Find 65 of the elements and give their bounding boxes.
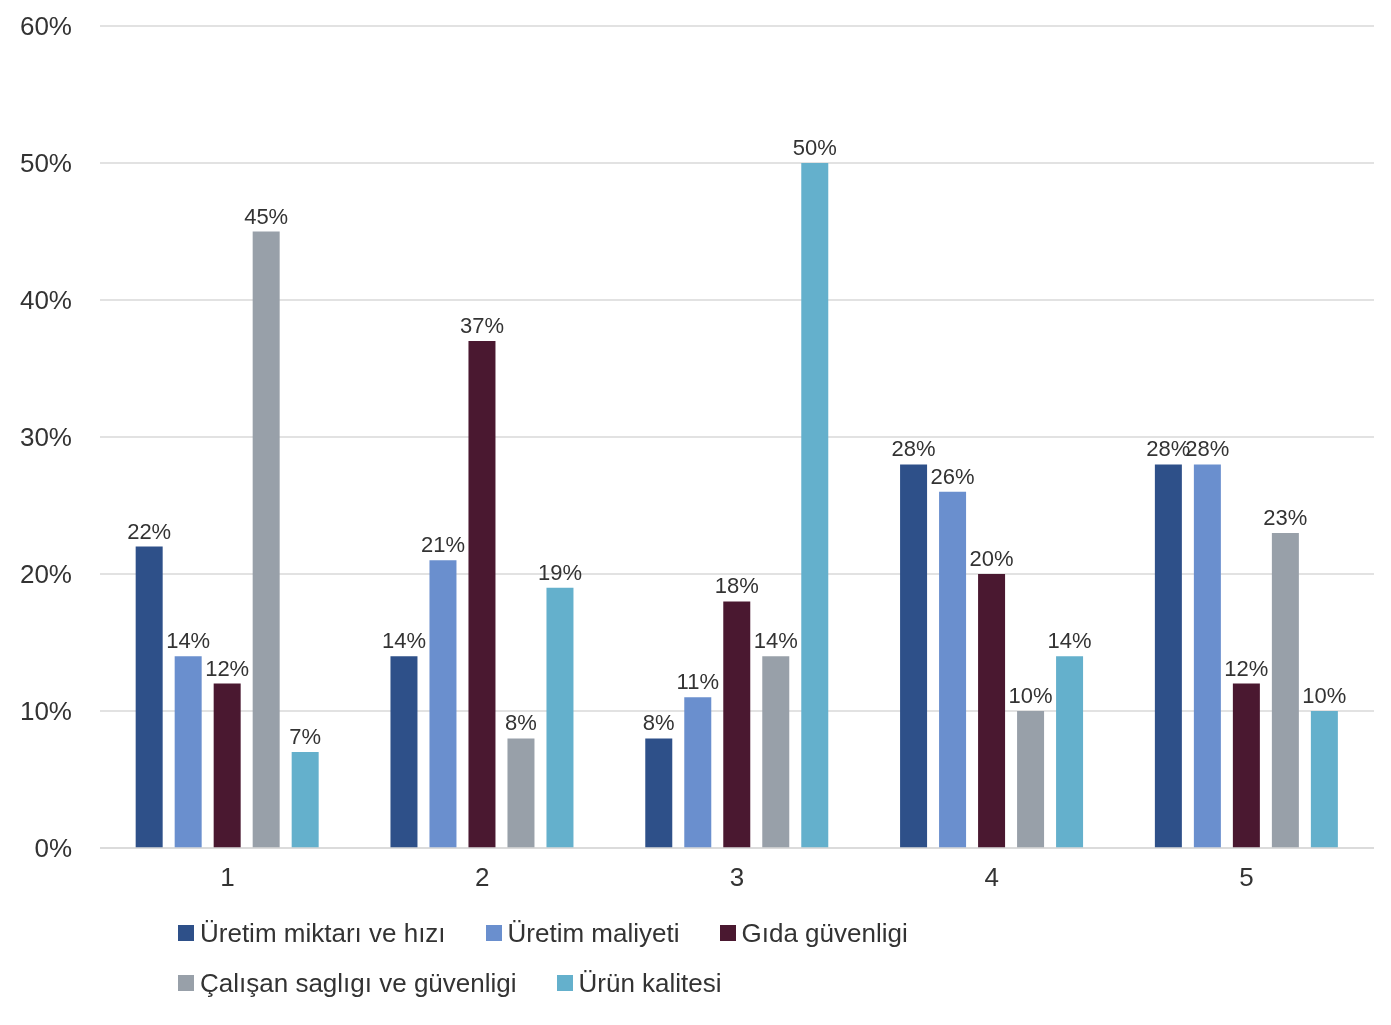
legend-label: Üretim maliyeti (507, 917, 680, 950)
bar (507, 738, 535, 848)
bar (723, 601, 751, 848)
data-label: 14% (1047, 628, 1092, 654)
y-tick-label: 60% (19, 11, 72, 42)
data-label: 28% (891, 436, 936, 462)
bar (762, 656, 790, 848)
data-label: 12% (1224, 655, 1269, 681)
bar (1154, 464, 1182, 848)
data-label: 8% (505, 710, 537, 736)
data-label: 7% (289, 724, 322, 750)
bar (1310, 711, 1338, 848)
legend-label: Gıda güvenligi (741, 917, 908, 950)
data-label: 20% (969, 546, 1014, 571)
data-label: 50% (792, 135, 837, 160)
x-tick-label: 3 (729, 862, 745, 893)
y-tick-label: 10% (19, 696, 72, 727)
data-label: 12% (205, 655, 250, 681)
x-tick-label: 2 (474, 862, 490, 893)
bar (900, 464, 928, 848)
data-label: 19% (537, 559, 582, 585)
data-label: 21% (420, 532, 465, 558)
bar (135, 546, 163, 848)
legend-label: Çalışan saglıgı ve güvenligi (200, 967, 517, 1000)
bar (684, 697, 712, 848)
bar (939, 491, 967, 848)
bar (546, 587, 574, 848)
x-tick-label: 1 (220, 862, 235, 893)
y-tick-label: 30% (19, 422, 72, 453)
data-label: 45% (244, 203, 289, 229)
data-label: 18% (714, 573, 759, 599)
bar (645, 738, 673, 848)
legend-label: Üretim miktarı ve hızı (200, 917, 446, 950)
bar (174, 656, 202, 848)
bar (1232, 683, 1260, 848)
x-tick-label: 4 (984, 862, 1000, 893)
y-tick-label: 50% (19, 148, 72, 179)
data-label: 11% (676, 669, 719, 695)
data-label: 37% (459, 313, 504, 339)
bar (801, 163, 829, 848)
bar (291, 752, 319, 848)
y-tick-label: 0% (34, 833, 72, 864)
y-tick-label: 40% (19, 285, 72, 316)
y-tick-label: 20% (19, 559, 72, 590)
data-label: 14% (753, 628, 798, 654)
bar (1193, 464, 1221, 848)
data-label: 14% (381, 628, 426, 654)
bar (1017, 711, 1045, 848)
bar (1056, 656, 1084, 848)
bar (978, 574, 1006, 848)
bar (252, 231, 280, 848)
bar (468, 341, 496, 848)
legend-label: Ürün kalitesi (578, 967, 722, 1000)
data-label: 10% (1008, 683, 1053, 708)
bar (429, 560, 457, 848)
data-label: 23% (1263, 504, 1308, 530)
data-label: 22% (127, 518, 172, 544)
data-label: 10% (1302, 683, 1347, 708)
data-label: 8% (642, 710, 675, 736)
data-label: 26% (930, 463, 975, 489)
bar (390, 656, 418, 848)
data-label: 14% (166, 628, 211, 654)
bar (1271, 532, 1299, 848)
x-tick-label: 5 (1239, 862, 1254, 893)
bar (213, 683, 241, 848)
